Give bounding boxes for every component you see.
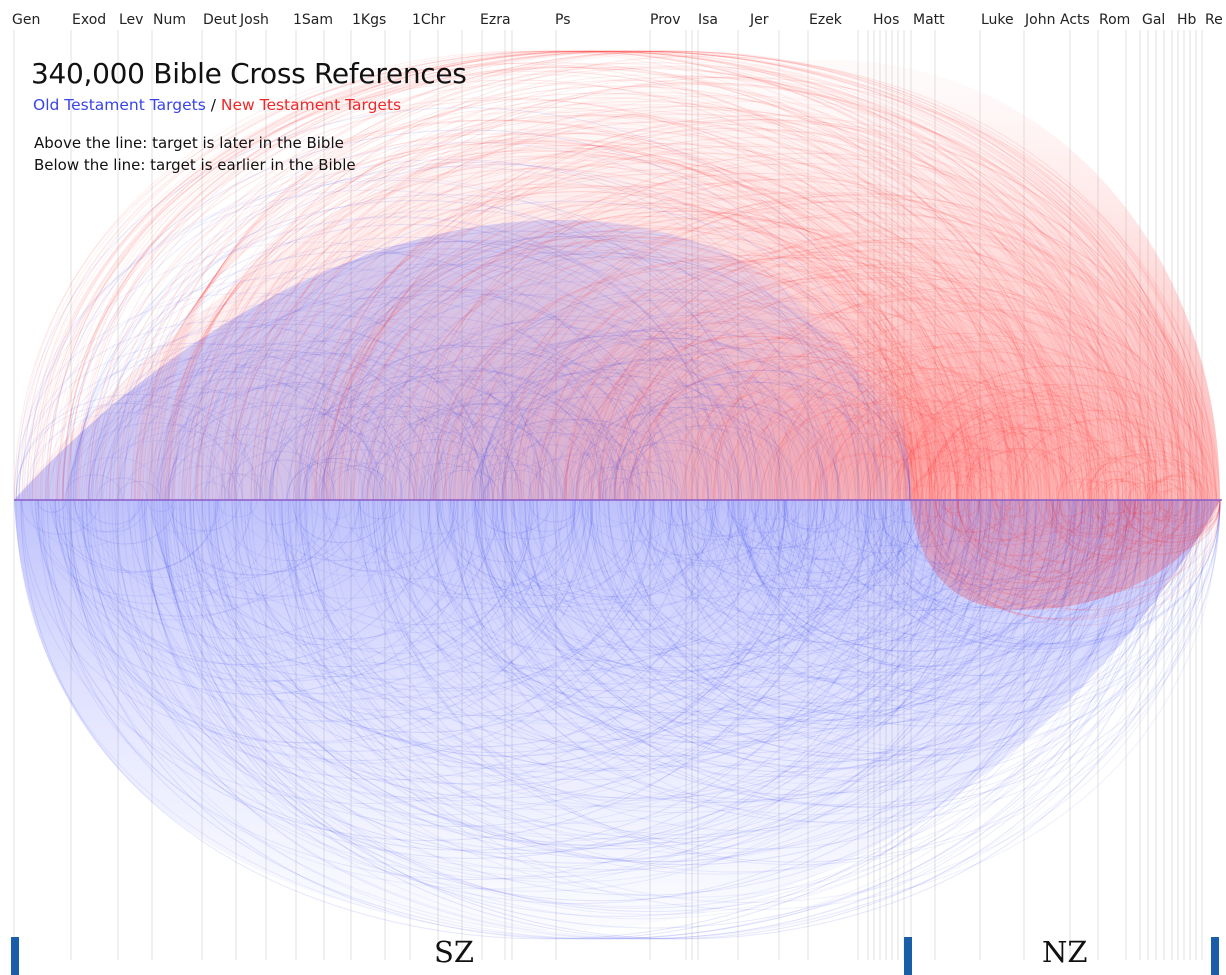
book-label-1sam: 1Sam	[293, 12, 334, 28]
book-label-ezra: Ezra	[480, 12, 511, 28]
book-label-1chr: 1Chr	[412, 12, 446, 28]
zone-bar-left	[11, 937, 19, 975]
legend-new-testament: New Testament Targets	[220, 96, 402, 114]
legend-old-testament: Old Testament Targets	[33, 96, 206, 114]
lower-red-arc-field	[910, 500, 1220, 610]
note-above-line: Above the line: target is later in the B…	[34, 134, 344, 152]
book-label-1kgs: 1Kgs	[352, 12, 387, 28]
book-label-josh: Josh	[240, 12, 269, 28]
book-label-isa: Isa	[698, 12, 719, 28]
book-label-deut: Deut	[203, 12, 237, 28]
book-label-gal: Gal	[1142, 12, 1166, 28]
zone-label-sz: SZ	[434, 935, 475, 969]
lower-blue-arc-field	[14, 500, 1220, 930]
note-below-line: Below the line: target is earlier in the…	[34, 156, 356, 174]
legend-subtitle: Old Testament Targets / New Testament Ta…	[33, 96, 401, 114]
upper-blue-arc-field	[14, 220, 910, 500]
book-label-hb: Hb	[1177, 12, 1197, 28]
book-label-acts: Acts	[1060, 12, 1090, 28]
zone-label-nz: NZ	[1042, 935, 1088, 969]
book-label-gen: Gen	[12, 12, 41, 28]
book-label-jer: Jer	[750, 12, 769, 28]
book-label-re: Re	[1205, 12, 1223, 28]
book-label-hos: Hos	[873, 12, 900, 28]
book-label-num: Num	[153, 12, 186, 28]
book-label-luke: Luke	[981, 12, 1014, 28]
book-label-exod: Exod	[72, 12, 107, 28]
book-label-prov: Prov	[650, 12, 681, 28]
book-label-lev: Lev	[119, 12, 144, 28]
book-label-ezek: Ezek	[809, 12, 842, 28]
zone-bar-right	[1211, 937, 1219, 975]
book-label-rom: Rom	[1099, 12, 1131, 28]
chart-title: 340,000 Bible Cross References	[31, 57, 467, 90]
book-label-john: John	[1025, 12, 1056, 28]
zone-bar-middle	[904, 937, 912, 975]
book-label-ps: Ps	[555, 12, 571, 28]
legend-separator: /	[205, 96, 221, 114]
book-label-matt: Matt	[913, 12, 945, 28]
book-label-row: Gen Exod Lev Num Deut Josh 1Sam 1Kgs 1Chr Ezra Ps P…	[0, 0, 1226, 34]
